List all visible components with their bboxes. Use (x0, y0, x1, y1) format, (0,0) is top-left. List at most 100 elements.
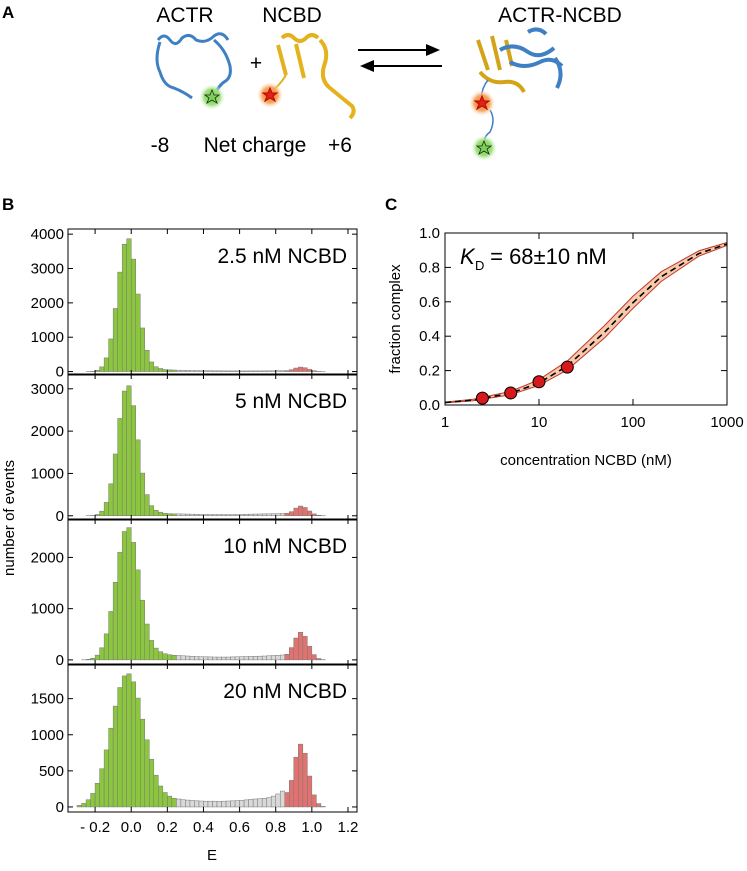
histogram-bar (298, 744, 303, 807)
y-tick-label: 4000 (31, 226, 64, 243)
histogram-bar (140, 719, 145, 807)
histogram-bar (217, 371, 222, 372)
x-axis-label: E (207, 847, 217, 864)
histogram-bar (226, 657, 231, 660)
histogram-bar (154, 775, 159, 807)
histogram-bar (172, 655, 177, 660)
histogram-bar (203, 657, 208, 660)
histogram-bar (136, 294, 141, 372)
histogram-bar (289, 370, 294, 372)
annotation-k: K (460, 244, 476, 269)
histogram-bar (113, 454, 118, 516)
histogram-bar (158, 652, 163, 660)
histogram-bar (258, 656, 263, 660)
histogram-bar (185, 800, 190, 807)
x-tick-label: 10 (531, 414, 548, 431)
histogram-bar (190, 656, 195, 660)
histogram-bar (321, 806, 326, 807)
histogram-bar (253, 656, 258, 660)
histogram-bar (109, 484, 114, 516)
histogram-bar (91, 793, 96, 807)
x-tick-label: 0.2 (157, 819, 178, 836)
panel-annotation: 5 nM NCBD (235, 390, 347, 413)
histogram-bar (118, 418, 123, 515)
histogram-bar (280, 371, 285, 372)
histogram-bar (140, 473, 145, 516)
histogram-bar (127, 528, 132, 660)
histogram-bar (118, 688, 123, 807)
histogram-bar (303, 753, 308, 807)
y-tick-label: 1000 (31, 727, 64, 744)
histogram-bar (158, 512, 163, 516)
panel-annotation: 10 nM NCBD (223, 535, 347, 558)
histogram-bar (267, 371, 272, 372)
histogram-bar (122, 676, 127, 807)
histogram-bar (140, 600, 145, 660)
y-tick-label: 2000 (31, 423, 64, 440)
histogram-bar (163, 513, 168, 516)
annotation-text: = 68±10 nM (484, 244, 607, 269)
panel-label: A (2, 3, 14, 22)
histogram-bar (113, 706, 118, 807)
histogram-bar (136, 440, 141, 516)
histogram-bar (194, 801, 199, 807)
histogram-bar (303, 368, 308, 372)
histogram-bar (258, 371, 263, 372)
histogram-bar (249, 514, 254, 516)
histogram-bar (307, 511, 312, 516)
complex-label: ACTR-NCBD (498, 4, 622, 27)
histogram-bar (217, 657, 222, 660)
histogram-bar (253, 514, 258, 516)
histogram-bar (122, 391, 127, 516)
histogram-bar (235, 514, 240, 515)
histogram-bar (280, 513, 285, 515)
y-axis-label: number of events (1, 460, 18, 576)
histogram-bar (208, 801, 213, 807)
histogram-bar (294, 368, 299, 372)
histogram-bar (253, 371, 258, 372)
histogram-bar (199, 801, 204, 807)
histogram-bar (109, 339, 114, 372)
histogram-bar (176, 656, 181, 660)
histogram-bar (312, 371, 317, 372)
histogram-bar (181, 656, 186, 660)
histogram-bar (222, 515, 227, 516)
histogram-bar (91, 658, 96, 660)
histogram-bar (167, 514, 172, 516)
histogram-bar (158, 368, 163, 371)
histogram-bar (280, 655, 285, 660)
histogram-bar (213, 657, 218, 660)
histogram-bar (262, 371, 267, 372)
histogram-bar (131, 542, 136, 660)
y-tick-label: 1000 (31, 601, 64, 618)
equilibrium-arrows (358, 44, 442, 72)
histogram-bar (100, 769, 105, 807)
histogram-bar (244, 371, 249, 372)
histogram-bar (140, 328, 145, 372)
histogram-bar (131, 406, 136, 516)
histogram-bar (95, 655, 100, 660)
histogram-bar (203, 514, 208, 515)
y-tick-label: 0.4 (419, 328, 440, 345)
histogram-bar (316, 658, 321, 659)
histogram-bar (285, 371, 290, 372)
data-point (561, 361, 573, 373)
histogram-bar (77, 805, 82, 807)
x-tick-label: 0.0 (121, 819, 142, 836)
histogram-bar (294, 638, 299, 660)
histogram-bar (271, 371, 276, 372)
histogram-bar (95, 514, 100, 515)
charge-ncbd: +6 (328, 134, 352, 157)
histogram-bar (231, 801, 236, 807)
histogram-bar (213, 801, 218, 807)
histogram-bar (316, 804, 321, 807)
histogram-bar (163, 370, 168, 372)
y-tick-label: 0.2 (419, 363, 440, 380)
histogram-bar (226, 801, 231, 807)
y-tick-label: 1000 (31, 329, 64, 346)
x-tick-label: 0.6 (229, 819, 250, 836)
histogram-bar (253, 799, 258, 807)
histogram-bar (104, 750, 109, 807)
panel-annotation: 20 nM NCBD (223, 680, 347, 703)
histogram-bar (235, 371, 240, 372)
